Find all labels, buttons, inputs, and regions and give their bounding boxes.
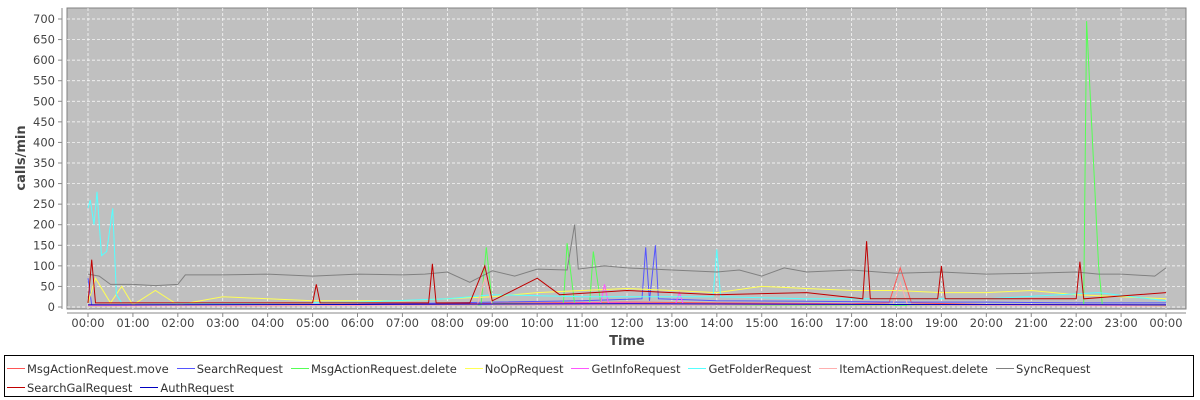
x-tick-label: 00:00 [71, 316, 104, 330]
legend-label: AuthRequest [160, 380, 235, 395]
legend-label: ItemActionRequest.delete [839, 361, 989, 376]
series-line-searchgalrequest [87, 241, 1167, 304]
x-tick-label: 03:00 [206, 316, 239, 330]
x-tick-label: 23:00 [1105, 316, 1138, 330]
x-tick-label: 11:00 [566, 316, 599, 330]
legend-item: SyncRequest [996, 359, 1090, 378]
x-tick-label: 02:00 [161, 316, 194, 330]
x-tick-label: 08:00 [431, 316, 464, 330]
x-tick-label: 10:00 [521, 316, 554, 330]
legend: MsgActionRequest.move SearchRequest MsgAct… [4, 355, 1194, 397]
legend-swatch [290, 368, 309, 369]
x-axis: 00:00 01:00 02:00 03:00 04:00 05:00 06:00 07:00… [67, 312, 1186, 330]
y-tick-label: 400 [33, 135, 55, 149]
legend-label: SearchRequest [196, 361, 283, 376]
x-tick-label: 14:00 [700, 316, 733, 330]
x-axis-label: Time [609, 334, 645, 349]
legend-swatch [688, 368, 707, 369]
y-tick-label: 250 [33, 197, 55, 211]
x-tick-label: 04:00 [251, 316, 284, 330]
legend-swatch [7, 387, 25, 388]
x-tick-label: 01:00 [116, 316, 149, 330]
x-tick-label: 05:00 [296, 316, 329, 330]
plot-area [66, 7, 1187, 310]
x-tick-label: 17:00 [835, 316, 868, 330]
grid [67, 8, 1186, 309]
y-tick-label: 50 [40, 279, 55, 293]
series-line-syncrequest [87, 224, 1167, 287]
legend-item: NoOpRequest [464, 359, 564, 378]
series-line-itemactionrequest-delete [87, 276, 1167, 307]
legend-item: GetInfoRequest [571, 359, 680, 378]
series-lines [87, 21, 1167, 307]
legend-label: SyncRequest [1016, 361, 1091, 376]
legend-label: GetInfoRequest [591, 361, 681, 376]
legend-item: MsgActionRequest.move [7, 359, 169, 378]
legend-swatch [464, 368, 483, 369]
legend-item: MsgActionRequest.delete [290, 359, 457, 378]
y-tick-label: 100 [33, 259, 55, 273]
series-line-authrequest [87, 303, 1167, 306]
legend-item: SearchRequest [176, 359, 283, 378]
x-tick-label: 20:00 [970, 316, 1003, 330]
x-tick-label: 09:00 [476, 316, 509, 330]
y-tick-label: 550 [33, 74, 55, 88]
y-tick-label: 450 [33, 115, 55, 129]
series-line-nooprequest [87, 276, 1167, 306]
y-tick-label: 350 [33, 156, 55, 170]
legend-label: SearchGalRequest [27, 380, 133, 395]
x-tick-label: 00:00 [1149, 316, 1182, 330]
legend-label: MsgActionRequest.move [27, 361, 169, 376]
line-chart: 0 50 100 150 200 250 300 350 400 450 500 550 600 650 7… [14, 7, 1187, 349]
y-axis-label: calls/min [14, 125, 29, 190]
y-tick-label: 700 [33, 12, 55, 26]
y-tick-label: 150 [33, 238, 55, 252]
x-tick-label: 19:00 [925, 316, 958, 330]
y-tick-label: 500 [33, 94, 55, 108]
legend-item: GetFolderRequest [688, 359, 811, 378]
x-tick-label: 07:00 [386, 316, 419, 330]
x-tick-label: 22:00 [1060, 316, 1093, 330]
x-tick-label: 06:00 [341, 316, 374, 330]
legend-label: GetFolderRequest [708, 361, 812, 376]
legend-swatch [571, 368, 590, 369]
legend-label: NoOpRequest [484, 361, 564, 376]
legend-item: AuthRequest [140, 378, 234, 397]
legend-swatch [996, 368, 1015, 369]
legend-swatch [819, 368, 838, 369]
y-tick-label: 200 [33, 218, 55, 232]
x-tick-label: 13:00 [655, 316, 688, 330]
legend-swatch [176, 368, 195, 369]
x-tick-label: 18:00 [880, 316, 913, 330]
legend-swatch [7, 368, 25, 369]
y-tick-label: 650 [33, 33, 55, 47]
x-tick-label: 12:00 [610, 316, 643, 330]
x-tick-label: 15:00 [745, 316, 778, 330]
series-line-getfolderrequest [87, 191, 1167, 305]
x-tick-label: 16:00 [790, 316, 823, 330]
legend-item: ItemActionRequest.delete [819, 359, 988, 378]
legend-swatch [140, 387, 159, 388]
legend-item: SearchGalRequest [7, 378, 132, 397]
y-axis: 0 50 100 150 200 250 300 350 400 450 500 550 600 650 7… [33, 8, 63, 314]
legend-label: MsgActionRequest.delete [310, 361, 457, 376]
y-tick-label: 600 [33, 53, 55, 67]
y-tick-label: 0 [48, 300, 55, 314]
y-tick-label: 300 [33, 177, 55, 191]
x-tick-label: 21:00 [1015, 316, 1048, 330]
